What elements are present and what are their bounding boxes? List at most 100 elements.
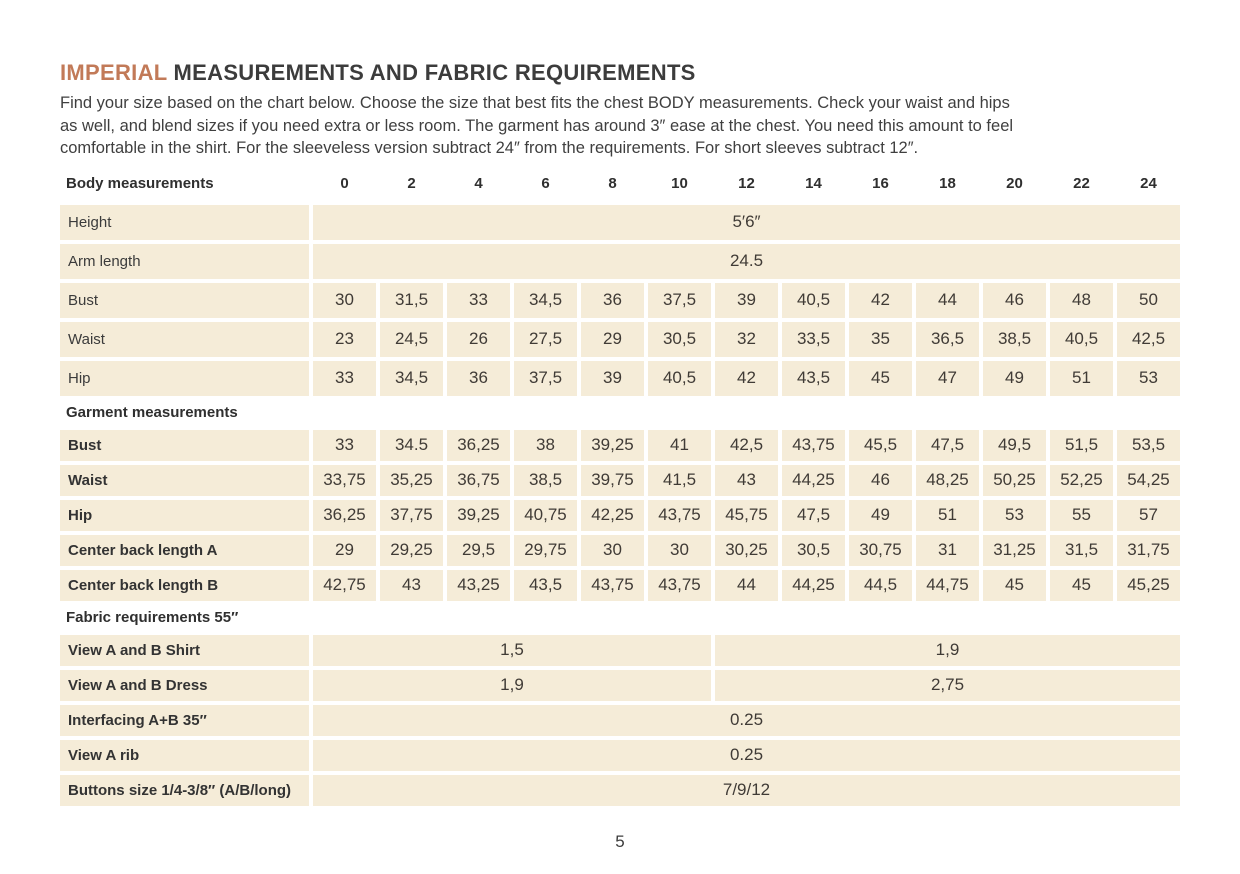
value-cell: 48 [1050, 282, 1113, 318]
value-cell: 53,5 [1117, 429, 1180, 461]
row-label: Waist [60, 464, 309, 496]
value-cell: 43,5 [514, 569, 577, 601]
value-cell: 30,75 [849, 534, 912, 566]
value-cell: 42,5 [715, 429, 778, 461]
value-cell: 26 [447, 321, 510, 357]
value-cell: 36,5 [916, 321, 979, 357]
value-cell: 49 [983, 360, 1046, 396]
value-cell: 48,25 [916, 464, 979, 496]
value-cell: 36,25 [313, 499, 376, 531]
value-cell: 45 [1050, 569, 1113, 601]
value-cell: 43 [715, 464, 778, 496]
value-cell: 29,25 [380, 534, 443, 566]
size-column-header: 6 [541, 175, 550, 192]
table-row: Bust 30 31,5 33 34,5 36 37,5 39 40,5 42 44 46 48 50 [60, 282, 1180, 318]
row-label: Buttons size 1/4-3/8″ (A/B/long) [60, 774, 309, 806]
value-cell: 53 [1117, 360, 1180, 396]
value-cell: 43,75 [648, 499, 711, 531]
table-row: View A and B Dress 1,9 2,75 [60, 669, 1180, 701]
value-cell: 47 [916, 360, 979, 396]
value-cell: 31 [916, 534, 979, 566]
value-cell: 44 [916, 282, 979, 318]
table-row: Buttons size 1/4-3/8″ (A/B/long) 7/9/12 [60, 774, 1180, 806]
table-row: Hip 36,25 37,75 39,25 40,75 42,25 43,75 45,75 47… [60, 499, 1180, 531]
value-cell: 32 [715, 321, 778, 357]
value-cell: 29 [313, 534, 376, 566]
table-row: View A rib 0.25 [60, 739, 1180, 771]
value-cell: 33,5 [782, 321, 845, 357]
intro-line: as well, and blend sizes if you need ext… [60, 116, 1014, 135]
table-row: Waist 33,75 35,25 36,75 38,5 39,75 41,5 43 44,25… [60, 464, 1180, 496]
value-cell: 23 [313, 321, 376, 357]
value-cell: 54,25 [1117, 464, 1180, 496]
value-cell: 24,5 [380, 321, 443, 357]
size-column-header: 12 [738, 175, 755, 192]
value-cell: 43,25 [447, 569, 510, 601]
value-cell: 33 [447, 282, 510, 318]
value-cell: 30 [648, 534, 711, 566]
table-row: View A and B Shirt 1,5 1,9 [60, 634, 1180, 666]
size-column-header: 20 [1006, 175, 1023, 192]
value-cell: 44,25 [782, 569, 845, 601]
value-cell: 29 [581, 321, 644, 357]
value-cell: 51,5 [1050, 429, 1113, 461]
value-cell: 37,5 [514, 360, 577, 396]
row-label: Center back length B [60, 569, 309, 601]
value-cell: 41,5 [648, 464, 711, 496]
value-cell: 44,5 [849, 569, 912, 601]
value-cell: 33 [313, 429, 376, 461]
value-cell: 57 [1117, 499, 1180, 531]
page-title: IMPERIAL MEASUREMENTS AND FABRIC REQUIRE… [60, 60, 1182, 86]
value-cell: 39,25 [581, 429, 644, 461]
size-column-header: 8 [608, 175, 617, 192]
value-cell: 40,75 [514, 499, 577, 531]
size-column-header: 4 [474, 175, 483, 192]
value-cell: 50 [1117, 282, 1180, 318]
value-cell: 45 [983, 569, 1046, 601]
measurements-table: Body measurements 0 2 4 6 8 10 12 14 16 18 20 22 24 H… [60, 170, 1180, 806]
value-cell: 42,25 [581, 499, 644, 531]
row-label: Waist [60, 321, 309, 357]
section-header-row: Garment measurements [60, 400, 1180, 426]
value-cell: 42,75 [313, 569, 376, 601]
value-cell: 50,25 [983, 464, 1046, 496]
value-cell: 30 [313, 282, 376, 318]
value-cell: 29,5 [447, 534, 510, 566]
size-column-header: 2 [407, 175, 416, 192]
value-cell: 30,25 [715, 534, 778, 566]
value-cell: 29,75 [514, 534, 577, 566]
table-row: Waist 23 24,5 26 27,5 29 30,5 32 33,5 35 36,5 38,5 4… [60, 321, 1180, 357]
table-row: Height 5′6″ [60, 204, 1180, 240]
title-accent: IMPERIAL [60, 60, 168, 85]
row-label: Bust [60, 282, 309, 318]
value-cell: 43,5 [782, 360, 845, 396]
value-cell: 45,25 [1117, 569, 1180, 601]
value-cell: 46 [849, 464, 912, 496]
value-cell: 38,5 [983, 321, 1046, 357]
size-column-header: 14 [805, 175, 822, 192]
value-cell: 34.5 [380, 429, 443, 461]
table-row: Bust 33 34.5 36,25 38 39,25 41 42,5 43,75 45,5 47,… [60, 429, 1180, 461]
value-cell: 47,5 [916, 429, 979, 461]
size-column-header: 22 [1073, 175, 1090, 192]
value-cell: 36 [581, 282, 644, 318]
value-cell: 42 [715, 360, 778, 396]
value-cell: 49 [849, 499, 912, 531]
document-page: IMPERIAL MEASUREMENTS AND FABRIC REQUIRE… [60, 60, 1182, 851]
value-cell: 43,75 [648, 569, 711, 601]
value-cell: 43,75 [581, 569, 644, 601]
value-cell: 39 [715, 282, 778, 318]
value-cell: 35 [849, 321, 912, 357]
value-cell-left-span: 1,5 [313, 634, 711, 666]
value-cell: 30,5 [648, 321, 711, 357]
intro-line: comfortable in the shirt. For the sleeve… [60, 139, 919, 157]
row-label: View A rib [60, 739, 309, 771]
value-cell: 49,5 [983, 429, 1046, 461]
value-cell: 38,5 [514, 464, 577, 496]
intro-paragraph: Find your size based on the chart below.… [60, 92, 1182, 160]
title-rest: MEASUREMENTS AND FABRIC REQUIREMENTS [167, 60, 696, 85]
value-cell: 52,25 [1050, 464, 1113, 496]
value-cell: 39,25 [447, 499, 510, 531]
value-cell: 34,5 [380, 360, 443, 396]
value-cell: 30 [581, 534, 644, 566]
